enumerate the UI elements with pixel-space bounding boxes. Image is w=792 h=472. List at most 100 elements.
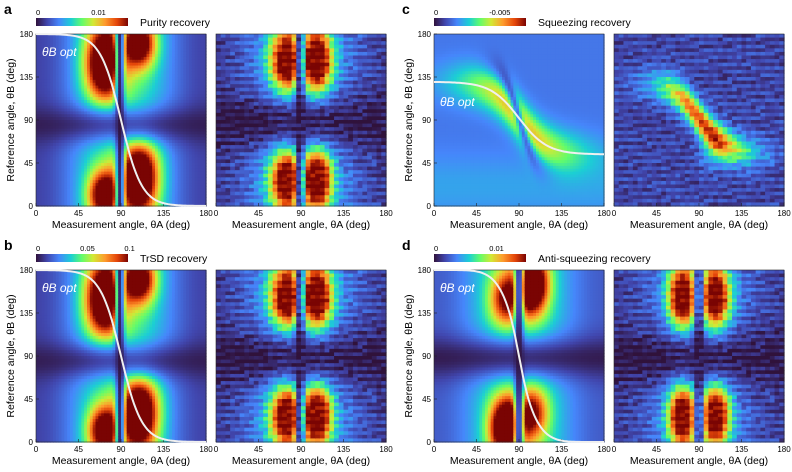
y-tick-label: 0 xyxy=(427,438,432,447)
x-tick-label: 90 xyxy=(515,209,524,218)
y-tick-label: 45 xyxy=(422,395,431,404)
x-axis-label: Measurement angle, θA (deg) xyxy=(630,455,768,467)
x-tick-label: 45 xyxy=(74,209,83,218)
y-tick-label: 135 xyxy=(20,73,34,82)
y-tick-label: 180 xyxy=(418,266,432,275)
y-tick-label: 45 xyxy=(24,395,33,404)
curve-label: θB opt xyxy=(42,281,77,295)
panel-b: b 0 0.05 0.1 TrSD recovery 0 45 90 135 180 Measure… xyxy=(4,237,393,467)
experiment-heatmap: 0 45 90 135 180 Measurement angle, θA (deg) xyxy=(612,270,791,467)
x-tick-label: 180 xyxy=(597,445,611,454)
experiment-heatmap: 0 45 90 135 180 Measurement angle, θA (deg) xyxy=(612,34,791,231)
x-tick-label: 90 xyxy=(515,445,524,454)
x-tick-label: 135 xyxy=(555,445,569,454)
y-tick-label: 135 xyxy=(418,73,432,82)
x-tick-label: 90 xyxy=(117,209,126,218)
x-tick-label: 90 xyxy=(117,445,126,454)
y-tick-label: 0 xyxy=(29,438,34,447)
colorbar-tick-label: 0 xyxy=(434,244,438,253)
x-tick-label: 135 xyxy=(157,209,171,218)
y-tick-label: 90 xyxy=(422,116,431,125)
curve-label: θB opt xyxy=(440,95,475,109)
x-tick-label: 0 xyxy=(214,445,219,454)
curve-label: θB opt xyxy=(440,281,475,295)
y-tick-label: 180 xyxy=(20,266,34,275)
panel-a: a 0 0.01 Purity recovery 0 45 90 135 180 Measurem… xyxy=(4,1,393,231)
colorbar-tick-label: 0 xyxy=(434,8,438,17)
panel-letter: b xyxy=(4,237,13,253)
colorbar-tick-label: 0.1 xyxy=(124,244,134,253)
x-tick-label: 180 xyxy=(199,209,213,218)
colorbar xyxy=(434,254,526,262)
x-tick-label: 90 xyxy=(297,209,306,218)
x-tick-label: 180 xyxy=(597,209,611,218)
x-tick-label: 45 xyxy=(472,209,481,218)
x-tick-label: 180 xyxy=(777,445,791,454)
x-tick-label: 135 xyxy=(337,209,351,218)
x-tick-label: 135 xyxy=(735,209,749,218)
x-tick-label: 45 xyxy=(254,209,263,218)
x-tick-label: 0 xyxy=(612,445,617,454)
panel-letter: d xyxy=(402,237,411,253)
y-axis-label: Reference angle, θB (deg) xyxy=(5,58,17,181)
panel-title: Purity recovery xyxy=(140,17,211,29)
y-tick-label: 90 xyxy=(24,116,33,125)
y-tick-label: 135 xyxy=(20,309,34,318)
panel-letter: c xyxy=(402,1,410,17)
x-tick-label: 135 xyxy=(735,445,749,454)
x-tick-label: 90 xyxy=(297,445,306,454)
x-axis-label: Measurement angle, θA (deg) xyxy=(630,219,768,231)
x-axis-label: Measurement angle, θA (deg) xyxy=(232,219,370,231)
x-tick-label: 135 xyxy=(555,209,569,218)
x-tick-label: 0 xyxy=(214,209,219,218)
y-tick-label: 45 xyxy=(24,159,33,168)
panel-title: TrSD recovery xyxy=(140,253,208,265)
x-tick-label: 90 xyxy=(695,445,704,454)
panel-title: Anti-squeezing recovery xyxy=(538,253,651,265)
x-tick-label: 135 xyxy=(157,445,171,454)
colorbar-tick-label: 0.05 xyxy=(80,244,95,253)
y-axis-label: Reference angle, θB (deg) xyxy=(403,58,415,181)
panel-letter: a xyxy=(4,1,12,17)
x-tick-label: 0 xyxy=(34,209,39,218)
x-axis-label: Measurement angle, θA (deg) xyxy=(52,455,190,467)
x-tick-label: 135 xyxy=(337,445,351,454)
y-tick-label: 90 xyxy=(422,352,431,361)
y-tick-label: 0 xyxy=(29,202,34,211)
x-tick-label: 180 xyxy=(379,445,393,454)
x-tick-label: 45 xyxy=(652,445,661,454)
x-tick-label: 90 xyxy=(695,209,704,218)
x-tick-label: 45 xyxy=(254,445,263,454)
colorbar xyxy=(36,18,128,26)
x-tick-label: 45 xyxy=(472,445,481,454)
y-tick-label: 180 xyxy=(418,30,432,39)
y-axis-label: Reference angle, θB (deg) xyxy=(5,294,17,417)
x-axis-label: Measurement angle, θA (deg) xyxy=(450,219,588,231)
x-axis-label: Measurement angle, θA (deg) xyxy=(450,455,588,467)
colorbar-tick-label: 0 xyxy=(36,8,40,17)
simulation-heatmap: 0 45 90 135 180 Measurement angle, θA (deg) xyxy=(432,34,611,231)
curve-label: θB opt xyxy=(42,45,77,59)
colorbar-tick-label: 0.01 xyxy=(489,244,504,253)
x-tick-label: 0 xyxy=(432,445,437,454)
colorbar xyxy=(36,254,128,262)
x-tick-label: 0 xyxy=(612,209,617,218)
y-axis-label: Reference angle, θB (deg) xyxy=(403,294,415,417)
panel-d: d 0 0.01 Anti-squeezing recovery 0 45 90 135 180… xyxy=(402,237,791,467)
colorbar-tick-label: 0.01 xyxy=(91,8,106,17)
x-axis-label: Measurement angle, θA (deg) xyxy=(232,455,370,467)
colorbar-tick-label: 0 xyxy=(36,244,40,253)
x-tick-label: 180 xyxy=(379,209,393,218)
x-tick-label: 45 xyxy=(652,209,661,218)
y-tick-label: 135 xyxy=(418,309,432,318)
x-tick-label: 0 xyxy=(432,209,437,218)
x-axis-label: Measurement angle, θA (deg) xyxy=(52,219,190,231)
colorbar xyxy=(434,18,526,26)
y-tick-label: 0 xyxy=(427,202,432,211)
x-tick-label: 45 xyxy=(74,445,83,454)
y-tick-label: 45 xyxy=(422,159,431,168)
y-tick-label: 90 xyxy=(24,352,33,361)
x-tick-label: 180 xyxy=(777,209,791,218)
experiment-heatmap: 0 45 90 135 180 Measurement angle, θA (deg) xyxy=(214,34,393,231)
